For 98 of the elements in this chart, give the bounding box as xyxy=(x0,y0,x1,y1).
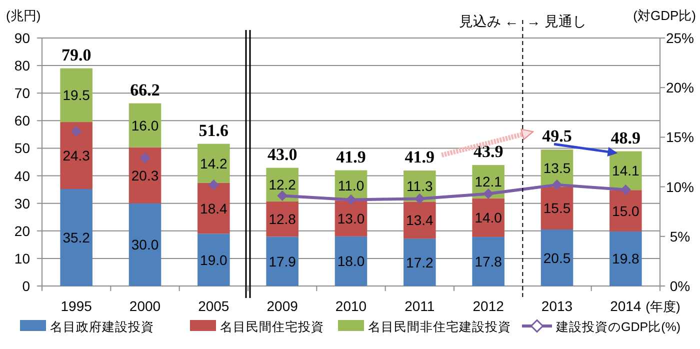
data-label: 16.0 xyxy=(131,117,159,134)
data-label: 20.5 xyxy=(543,250,571,266)
y-tick-label: 60 xyxy=(14,112,30,129)
legend-label: 名目民間住宅投資 xyxy=(220,319,324,334)
total-label: 66.2 xyxy=(130,80,160,100)
y-tick-label: 80 xyxy=(14,58,30,74)
data-label: 13.4 xyxy=(406,212,434,228)
y2-tick-label: 20% xyxy=(666,80,694,96)
data-label: 19.8 xyxy=(612,250,640,267)
x-tick-label: 2011 xyxy=(404,298,435,314)
y2-axis-title: (対GDP比) xyxy=(633,8,696,23)
y2-tick-label: 10% xyxy=(666,178,694,195)
y-tick-label: 40 xyxy=(14,168,30,184)
data-label: 24.3 xyxy=(62,148,90,164)
data-label: 12.8 xyxy=(268,211,296,228)
x-tick-label: 2009 xyxy=(266,298,298,314)
bar xyxy=(404,202,436,239)
point xyxy=(277,190,288,202)
bar xyxy=(266,201,298,237)
x-tick-label: 2012 xyxy=(472,298,504,314)
bar xyxy=(266,236,298,286)
data-label: 11.0 xyxy=(338,177,364,194)
data-label: 15.0 xyxy=(612,202,640,219)
y-tick-label: 90 xyxy=(14,30,30,46)
data-label: 17.8 xyxy=(474,253,502,270)
x-tick-label: 2010 xyxy=(335,298,367,314)
bar xyxy=(128,103,162,148)
data-label: 11.3 xyxy=(406,178,433,194)
data-label: 12.1 xyxy=(474,174,502,190)
bar xyxy=(128,147,162,204)
x-tick-label: 2014 xyxy=(610,298,642,314)
total-label: 51.6 xyxy=(198,120,229,140)
x-tick-label: 2000 xyxy=(129,298,161,314)
y-tick-label: 70 xyxy=(14,85,30,102)
text: 見込み ← xyxy=(458,13,519,29)
data-label: 15.5 xyxy=(543,200,571,216)
data-label: 35.2 xyxy=(62,230,90,246)
bar xyxy=(60,189,92,286)
data-label: 12.2 xyxy=(268,176,296,193)
bar xyxy=(198,144,230,183)
bar xyxy=(60,68,92,122)
x-tick-label: 2005 xyxy=(198,298,230,314)
x-tick-label: 2013 xyxy=(541,298,573,314)
data-label: 18.0 xyxy=(337,253,365,270)
bar xyxy=(334,236,368,286)
data-label: 19.0 xyxy=(200,252,228,268)
data-label: 30.0 xyxy=(131,236,159,253)
point xyxy=(140,152,150,164)
bar xyxy=(472,236,504,286)
total-label: 49.5 xyxy=(542,126,572,146)
y-axis-title: (兆円) xyxy=(6,8,41,23)
y2-tick-label: 0% xyxy=(670,278,690,294)
total-label: 41.9 xyxy=(336,147,366,166)
bar xyxy=(198,182,230,234)
text: → 見通し xyxy=(526,13,587,29)
x-tick-label: 1995 xyxy=(60,298,92,314)
total-label: 43.0 xyxy=(267,144,298,164)
y-tick-label: 10 xyxy=(14,250,30,266)
bar xyxy=(404,238,436,286)
data-label: 13.5 xyxy=(543,160,571,176)
y2-tick-label: 25% xyxy=(666,30,694,46)
point xyxy=(414,193,425,204)
point xyxy=(208,180,219,190)
data-label: 19.5 xyxy=(62,87,90,104)
y-tick-label: 20 xyxy=(14,222,30,239)
total-label: 43.9 xyxy=(473,142,504,162)
bar xyxy=(610,190,642,232)
x-axis-title: (年度) xyxy=(646,299,680,314)
y2-tick-label: 15% xyxy=(666,129,694,146)
bar xyxy=(610,231,642,286)
data-label: 20.3 xyxy=(131,167,159,184)
bar xyxy=(540,230,574,286)
legend-label: 建設投資のGDP比(%) xyxy=(555,320,681,334)
point xyxy=(483,188,494,200)
point xyxy=(552,180,562,190)
y-tick-label: 50 xyxy=(14,140,30,156)
data-label: 17.2 xyxy=(406,254,434,270)
total-label: 79.0 xyxy=(61,45,92,64)
y2-tick-label: 5% xyxy=(670,228,690,244)
data-label: 13.0 xyxy=(337,210,365,226)
data-label: 18.4 xyxy=(200,200,228,216)
legend-label: 名目民間非住宅建設投資 xyxy=(368,319,511,334)
data-label: 14.2 xyxy=(200,155,228,172)
bar xyxy=(60,122,92,190)
bar xyxy=(198,234,230,286)
bar xyxy=(128,203,162,286)
y-tick-label: 0 xyxy=(22,278,30,294)
legend-label: 名目政府建設投資 xyxy=(50,319,154,334)
point xyxy=(346,194,356,205)
data-label: 14.0 xyxy=(474,210,502,226)
total-label: 48.9 xyxy=(610,128,641,148)
bar xyxy=(472,198,504,237)
data-label: 14.1 xyxy=(612,162,640,179)
data-label: 17.9 xyxy=(268,253,296,270)
y-tick-label: 30 xyxy=(14,195,30,212)
point xyxy=(620,184,631,196)
total-label: 41.9 xyxy=(404,148,435,167)
point xyxy=(71,126,82,137)
